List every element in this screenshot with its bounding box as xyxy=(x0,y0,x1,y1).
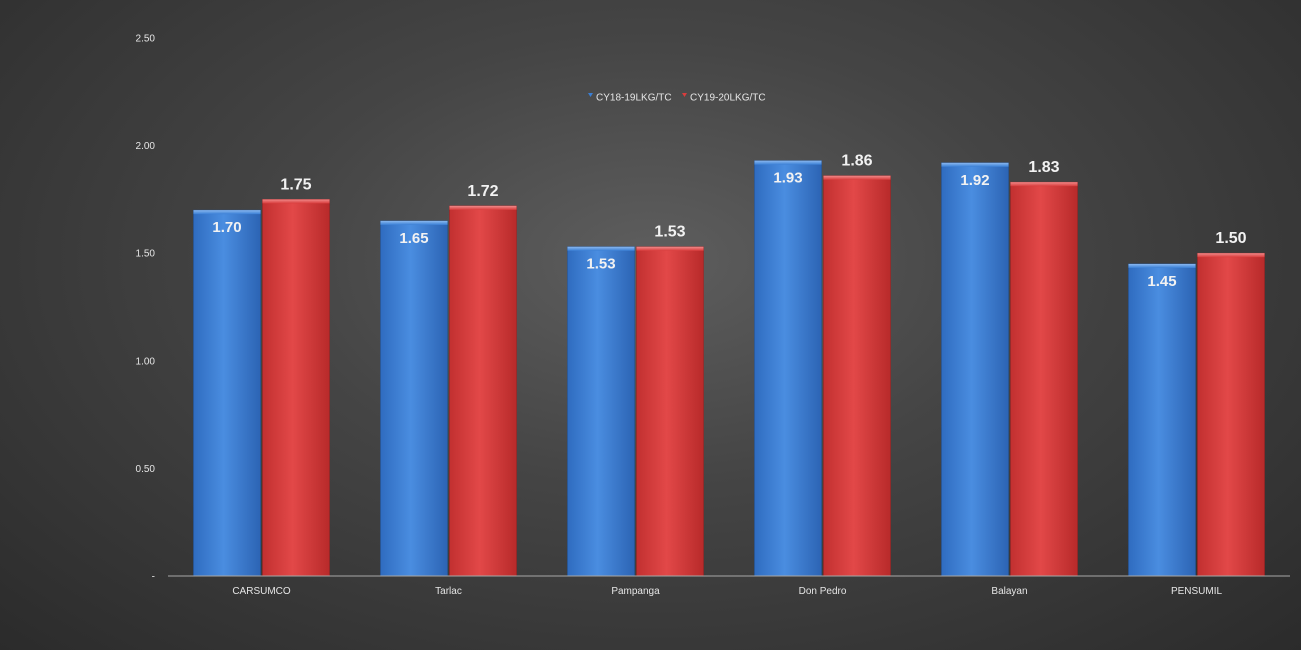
x-tick-label: Tarlac xyxy=(435,586,462,597)
bar-cy19-20-don-pedro xyxy=(823,175,891,577)
bar-cy19-20-pensumil xyxy=(1197,252,1265,577)
bar-top-bevel xyxy=(262,199,330,204)
legend-label: CY19-20LKG/TC xyxy=(690,93,766,104)
bar-cy19-20-carsumco xyxy=(262,199,330,577)
bar-cy18-19-pensumil xyxy=(1128,263,1196,577)
y-tick-label: 2.00 xyxy=(136,141,156,152)
bar-cy18-19-don-pedro xyxy=(754,160,822,577)
data-label: 1.65 xyxy=(399,230,428,247)
y-tick-label: 1.00 xyxy=(136,356,156,367)
bar-top-bevel xyxy=(449,205,517,210)
x-tick-label: Balayan xyxy=(991,586,1027,597)
bar-cy19-20-balayan xyxy=(1010,181,1078,577)
y-tick-label: - xyxy=(152,572,155,583)
y-axis: - 0.50 1.00 1.50 2.00 2.50 xyxy=(136,34,156,583)
x-tick-label: PENSUMIL xyxy=(1171,586,1223,597)
bars-group: 1.70 1.75 1.65 1.72 1.53 1.53 1.93 1.86 1.92 1.83… xyxy=(193,153,1265,577)
data-label: 1.50 xyxy=(1215,230,1246,247)
bar-cy18-19-pampanga xyxy=(567,246,635,577)
bar-cy18-19-tarlac xyxy=(380,220,448,577)
data-label: 1.45 xyxy=(1147,273,1176,290)
bar-top-bevel xyxy=(941,162,1009,167)
y-tick-label: 2.50 xyxy=(136,34,156,45)
data-label: 1.53 xyxy=(586,256,615,273)
bar-top-bevel xyxy=(1128,263,1196,268)
bar-top-bevel xyxy=(193,210,261,215)
y-tick-label: 1.50 xyxy=(136,249,156,260)
bar-top-bevel xyxy=(636,246,704,251)
data-label: 1.70 xyxy=(212,219,241,236)
bar-top-bevel xyxy=(754,160,822,165)
bar-top-bevel xyxy=(823,175,891,180)
data-label: 1.53 xyxy=(654,224,685,241)
x-tick-label: Don Pedro xyxy=(799,586,847,597)
bar-top-bevel xyxy=(1010,182,1078,187)
bar-cy19-20-tarlac xyxy=(449,205,517,577)
x-tick-label: CARSUMCO xyxy=(232,586,291,597)
data-label: 1.92 xyxy=(960,172,989,189)
legend-marker xyxy=(588,93,593,97)
legend: CY18-19LKG/TC CY19-20LKG/TC xyxy=(588,93,766,104)
bar-top-bevel xyxy=(567,246,635,251)
legend-label: CY18-19LKG/TC xyxy=(596,93,672,104)
bar-cy18-19-balayan xyxy=(941,162,1009,577)
x-tick-label: Pampanga xyxy=(611,586,660,597)
bar-top-bevel xyxy=(380,220,448,225)
bar-cy19-20-pampanga xyxy=(636,246,704,577)
bar-cy18-19-carsumco xyxy=(193,209,261,577)
legend-marker xyxy=(682,93,687,97)
x-axis: CARSUMCO Tarlac Pampanga Don Pedro Balayan PE… xyxy=(168,575,1290,597)
data-label: 1.86 xyxy=(841,153,872,170)
data-label: 1.72 xyxy=(467,183,498,200)
data-label: 1.93 xyxy=(773,170,802,187)
data-label: 1.75 xyxy=(280,176,311,193)
data-label: 1.83 xyxy=(1028,159,1059,176)
y-tick-label: 0.50 xyxy=(136,464,156,475)
bar-top-bevel xyxy=(1197,253,1265,258)
